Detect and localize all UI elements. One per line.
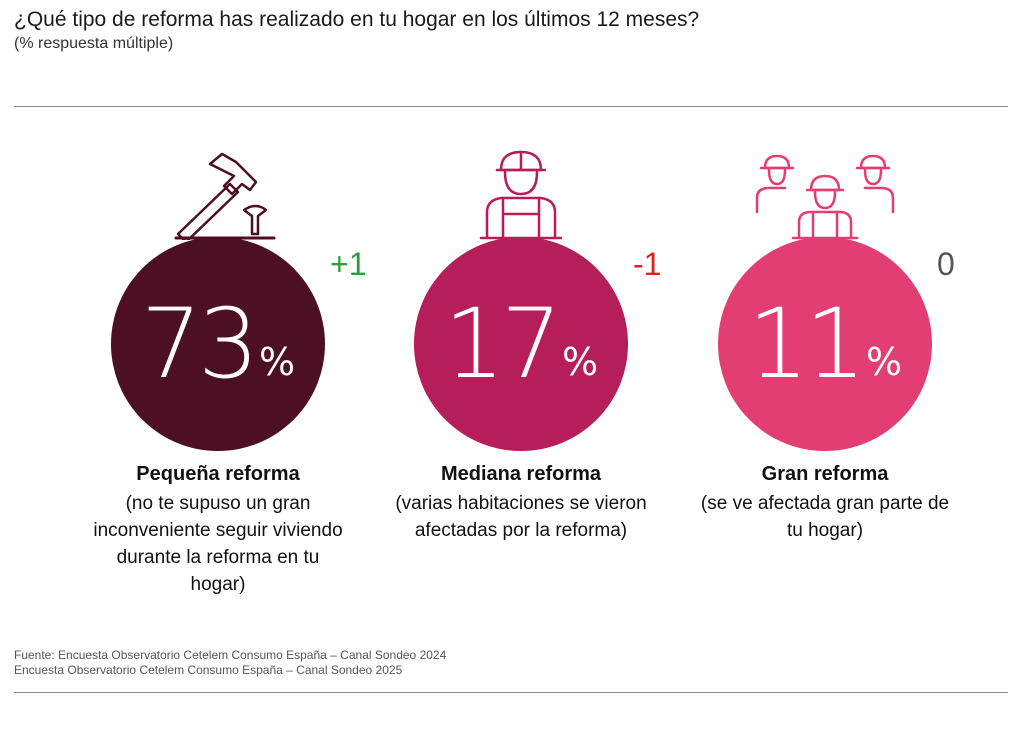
- percent-value: 11: [747, 288, 866, 400]
- percent-value: 73: [140, 288, 259, 400]
- category-card-small-reform: 73% +1 Pequeña reforma (no te supuso un …: [68, 150, 368, 610]
- category-description: (se ve afectada gran parte de tu hogar): [700, 493, 950, 541]
- percent-sign: %: [259, 340, 296, 384]
- percent-sign: %: [866, 340, 903, 384]
- delta-badge: 0: [937, 246, 955, 282]
- chart-subtitle: (% respuesta múltiple): [14, 35, 174, 52]
- category-label: Gran reforma: [761, 463, 889, 485]
- category-card-medium-reform: 17% -1 Mediana reforma (varias habitacio…: [371, 150, 671, 610]
- hammer-icon: [174, 152, 276, 240]
- category-label: Pequeña reforma: [136, 463, 300, 485]
- source-line-1: Fuente: Encuesta Observatorio Cetelem Co…: [14, 648, 447, 662]
- category-description: (varias habitaciones se vieron afectadas…: [395, 493, 647, 541]
- delta-badge: +1: [330, 246, 367, 282]
- percent-circle: 11%: [718, 237, 932, 451]
- percent-value: 17: [443, 288, 562, 400]
- category-description: (no te supuso un gran inconveniente segu…: [93, 493, 343, 595]
- source-line-2: Encuesta Observatorio Cetelem Consumo Es…: [14, 663, 403, 677]
- category-label: Mediana reforma: [440, 463, 602, 485]
- category-card-large-reform: 11% 0 Gran reforma (se ve afectada gran …: [675, 150, 975, 610]
- bottom-divider: [14, 692, 1008, 693]
- chart-title: ¿Qué tipo de reforma has realizado en tu…: [14, 8, 700, 31]
- percent-circle: 73%: [111, 237, 325, 451]
- top-divider: [14, 106, 1008, 107]
- percent-circle: 17%: [414, 237, 628, 451]
- workers-group-icon: [755, 154, 895, 240]
- percent-sign: %: [562, 340, 599, 384]
- worker-icon: [479, 150, 563, 240]
- delta-badge: -1: [633, 246, 662, 282]
